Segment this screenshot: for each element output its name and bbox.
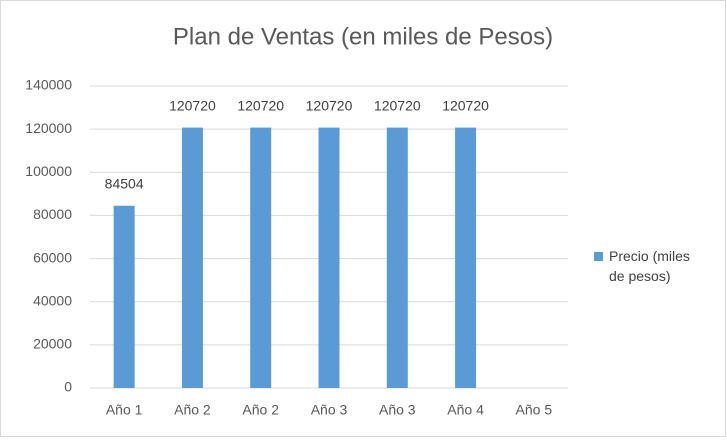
x-tick-label: Año 3	[379, 402, 416, 418]
data-label: 120720	[442, 97, 489, 113]
bar	[318, 127, 340, 388]
x-tick-label: Año 1	[106, 402, 143, 418]
chart-title: Plan de Ventas (en miles de Pesos)	[173, 23, 553, 50]
legend-label: Precio (miles de pesos)	[609, 248, 690, 284]
y-tick-label: 140000	[25, 77, 72, 93]
data-label: 120720	[306, 97, 353, 113]
data-label: 120720	[169, 97, 216, 113]
legend: Precio (miles de pesos)	[594, 246, 709, 286]
data-label: 120720	[374, 97, 421, 113]
y-tick-label: 80000	[33, 206, 72, 222]
y-tick-label: 20000	[33, 336, 72, 352]
x-tick-label: Año 2	[242, 402, 279, 418]
bar	[181, 127, 203, 388]
y-tick-label: 60000	[33, 249, 72, 265]
bar	[386, 127, 408, 388]
x-tick-label: Año 2	[174, 402, 211, 418]
data-label: 84504	[105, 175, 144, 191]
bar	[455, 127, 477, 388]
x-tick-label: Año 4	[447, 402, 484, 418]
y-tick-label: 40000	[33, 292, 72, 308]
y-tick-label: 0	[64, 379, 72, 395]
bar	[113, 205, 135, 388]
x-tick-label: Año 3	[311, 402, 348, 418]
x-tick-label: Año 5	[516, 402, 553, 418]
data-label: 120720	[237, 97, 284, 113]
y-tick-label: 100000	[25, 163, 72, 179]
bar	[250, 127, 272, 388]
legend-key	[594, 252, 603, 261]
y-tick-label: 120000	[25, 120, 72, 136]
